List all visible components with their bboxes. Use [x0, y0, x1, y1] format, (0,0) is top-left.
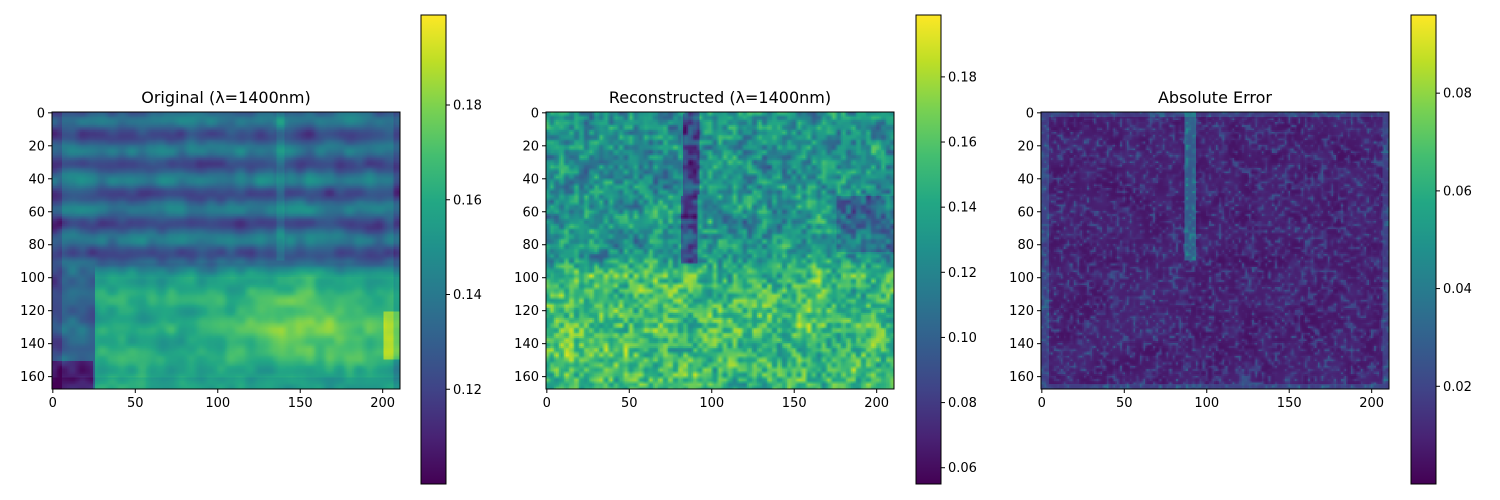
axes-frame [51, 111, 401, 390]
x-tick-label: 0 [543, 396, 551, 411]
x-tick-label: 100 [699, 396, 724, 411]
heatmap-image [52, 112, 400, 389]
colorbar-tick-label: 0.08 [948, 396, 977, 411]
x-tick-label: 100 [1194, 396, 1219, 411]
x-tick-label: 50 [621, 396, 638, 411]
colorbar [1410, 14, 1437, 485]
y-tick-label: 120 [514, 304, 539, 319]
axes-frame [545, 111, 895, 390]
y-tick-label: 40 [522, 172, 539, 187]
panel-3: Absolute Error 0 50 100 150 200 0 20 40 60 80 100 12… [1009, 14, 1472, 485]
x-tick-label: 150 [1277, 396, 1302, 411]
y-tick-label: 140 [1009, 337, 1034, 352]
heatmap-image [546, 112, 894, 389]
x-tick-label: 0 [1038, 396, 1046, 411]
y-tick-label: 160 [20, 370, 45, 385]
y-tick-label: 140 [514, 337, 539, 352]
y-tick-label: 0 [1026, 106, 1034, 121]
colorbar-tick-label: 0.12 [453, 383, 482, 398]
y-tick-label: 80 [522, 238, 539, 253]
y-tick-label: 60 [522, 205, 539, 220]
y-tick-label: 140 [20, 337, 45, 352]
y-tick-label: 60 [1017, 205, 1034, 220]
y-tick-label: 100 [1009, 271, 1034, 286]
x-tick-label: 50 [1116, 396, 1133, 411]
colorbar-tick-label: 0.16 [453, 193, 482, 208]
colorbar-tick-label: 0.14 [453, 288, 482, 303]
x-tick-label: 150 [782, 396, 807, 411]
panel-title: Absolute Error [1158, 88, 1272, 107]
y-tick-label: 20 [28, 139, 45, 154]
y-tick-label: 160 [1009, 370, 1034, 385]
y-tick-label: 120 [20, 304, 45, 319]
y-tick-label: 80 [28, 238, 45, 253]
y-tick-label: 0 [531, 106, 539, 121]
colorbar-tick-label: 0.18 [453, 99, 482, 114]
colorbar-tick-label: 0.18 [948, 70, 977, 85]
x-tick-label: 50 [127, 396, 144, 411]
x-tick-label: 200 [1359, 396, 1384, 411]
colorbar-tick-label: 0.04 [1443, 282, 1472, 297]
axes-frame [1040, 111, 1390, 390]
y-tick-label: 80 [1017, 238, 1034, 253]
y-tick-label: 100 [20, 271, 45, 286]
y-tick-label: 0 [37, 106, 45, 121]
x-tick-label: 0 [49, 396, 57, 411]
colorbar [420, 14, 447, 485]
x-tick-label: 100 [205, 396, 230, 411]
y-tick-label: 100 [514, 271, 539, 286]
x-tick-label: 200 [864, 396, 889, 411]
colorbar-tick-label: 0.02 [1443, 380, 1472, 395]
panel-1: Original (λ=1400nm) 0 50 100 150 200 0 20 40 60 80… [20, 14, 482, 485]
colorbar [915, 14, 942, 485]
colorbar-tick-label: 0.16 [948, 136, 977, 151]
panel-2: Reconstructed (λ=1400nm) 0 50 100 150 200 0 20 4… [514, 14, 977, 485]
y-tick-label: 60 [28, 205, 45, 220]
y-tick-label: 20 [1017, 139, 1034, 154]
colorbar-tick-label: 0.08 [1443, 87, 1472, 102]
y-tick-label: 160 [514, 370, 539, 385]
colorbar-tick-label: 0.06 [948, 461, 977, 476]
y-tick-label: 40 [1017, 172, 1034, 187]
y-tick-label: 120 [1009, 304, 1034, 319]
colorbar-tick-label: 0.10 [948, 331, 977, 346]
colorbar-tick-label: 0.12 [948, 266, 977, 281]
colorbar-tick-label: 0.06 [1443, 184, 1472, 199]
y-tick-label: 40 [28, 172, 45, 187]
y-tick-label: 20 [522, 139, 539, 154]
panel-title: Reconstructed (λ=1400nm) [609, 88, 831, 107]
x-tick-label: 200 [370, 396, 395, 411]
colorbar-tick-label: 0.14 [948, 201, 977, 216]
x-tick-label: 150 [288, 396, 313, 411]
heatmap-image [1041, 112, 1389, 389]
panel-title: Original (λ=1400nm) [141, 88, 311, 107]
